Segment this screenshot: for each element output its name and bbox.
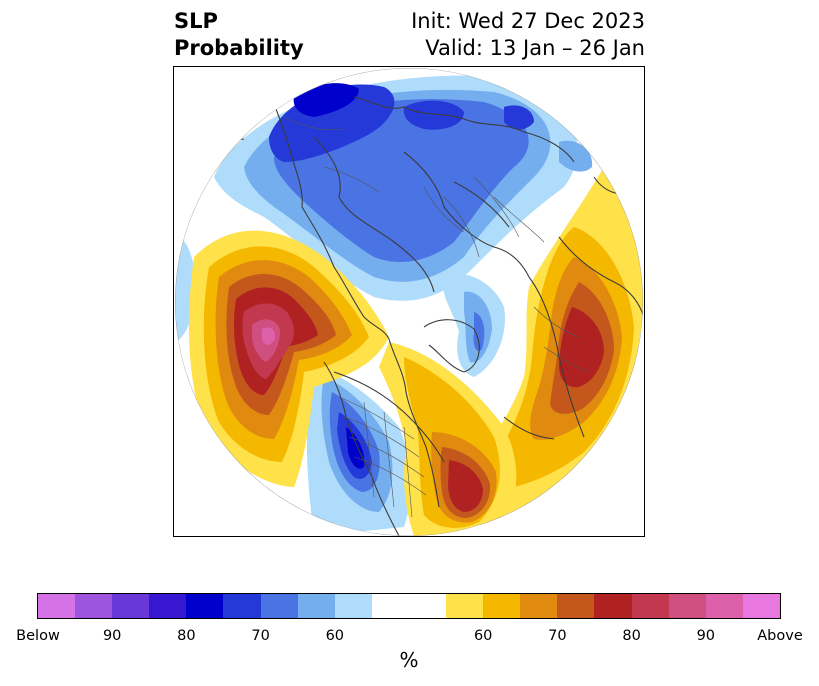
colorbar-tick-label: 70 [251, 628, 270, 644]
colorbar-segment [742, 594, 780, 618]
title-block-left: SLP Probability [174, 8, 304, 62]
colorbar-segment [186, 594, 224, 618]
colorbar-segment [631, 594, 669, 618]
colorbar-tick-label: Above [757, 628, 803, 644]
probability-colorbar [37, 593, 781, 619]
colorbar-segment [371, 594, 409, 618]
colorbar-segment [557, 594, 595, 618]
colorbar-tick-label: 70 [548, 628, 567, 644]
colorbar-segment [297, 594, 335, 618]
colorbar-tick-label: 90 [696, 628, 716, 644]
above-normal-region-atlantic [379, 342, 517, 536]
colorbar-unit-label: % [399, 648, 419, 672]
title-metric: Probability [174, 36, 304, 60]
title-variable: SLP [174, 9, 218, 33]
colorbar-segment [38, 594, 76, 618]
colorbar-segment [408, 594, 447, 618]
colorbar-segment [668, 594, 706, 618]
map-panel [173, 66, 645, 537]
colorbar-segment [594, 594, 632, 618]
colorbar-segment [223, 594, 261, 618]
colorbar-segment [149, 594, 187, 618]
colorbar-tick-label: 60 [325, 628, 345, 644]
title-block-right: Init: Wed 27 Dec 2023 Valid: 13 Jan – 26… [411, 8, 645, 62]
colorbar-segment [260, 594, 298, 618]
colorbar-segment [446, 594, 484, 618]
colorbar-segment [483, 594, 521, 618]
colorbar-tick-label: 80 [622, 628, 641, 644]
valid-range-label: Valid: 13 Jan – 26 Jan [425, 36, 645, 60]
colorbar-tick-label: 80 [177, 628, 196, 644]
above-normal-region-pacific [189, 230, 389, 487]
colorbar-segment [705, 594, 743, 618]
colorbar-segment [520, 594, 558, 618]
colorbar-segment [334, 594, 372, 618]
colorbar-tick-label: 60 [473, 628, 493, 644]
coastlines [183, 86, 643, 536]
political-borders [283, 116, 590, 518]
colorbar-tick-label: Below [16, 628, 60, 644]
init-date-label: Init: Wed 27 Dec 2023 [411, 9, 645, 33]
colorbar-segment [112, 594, 150, 618]
probability-map [175, 68, 643, 536]
colorbar-segment [75, 594, 113, 618]
colorbar-tick-label: 90 [102, 628, 122, 644]
